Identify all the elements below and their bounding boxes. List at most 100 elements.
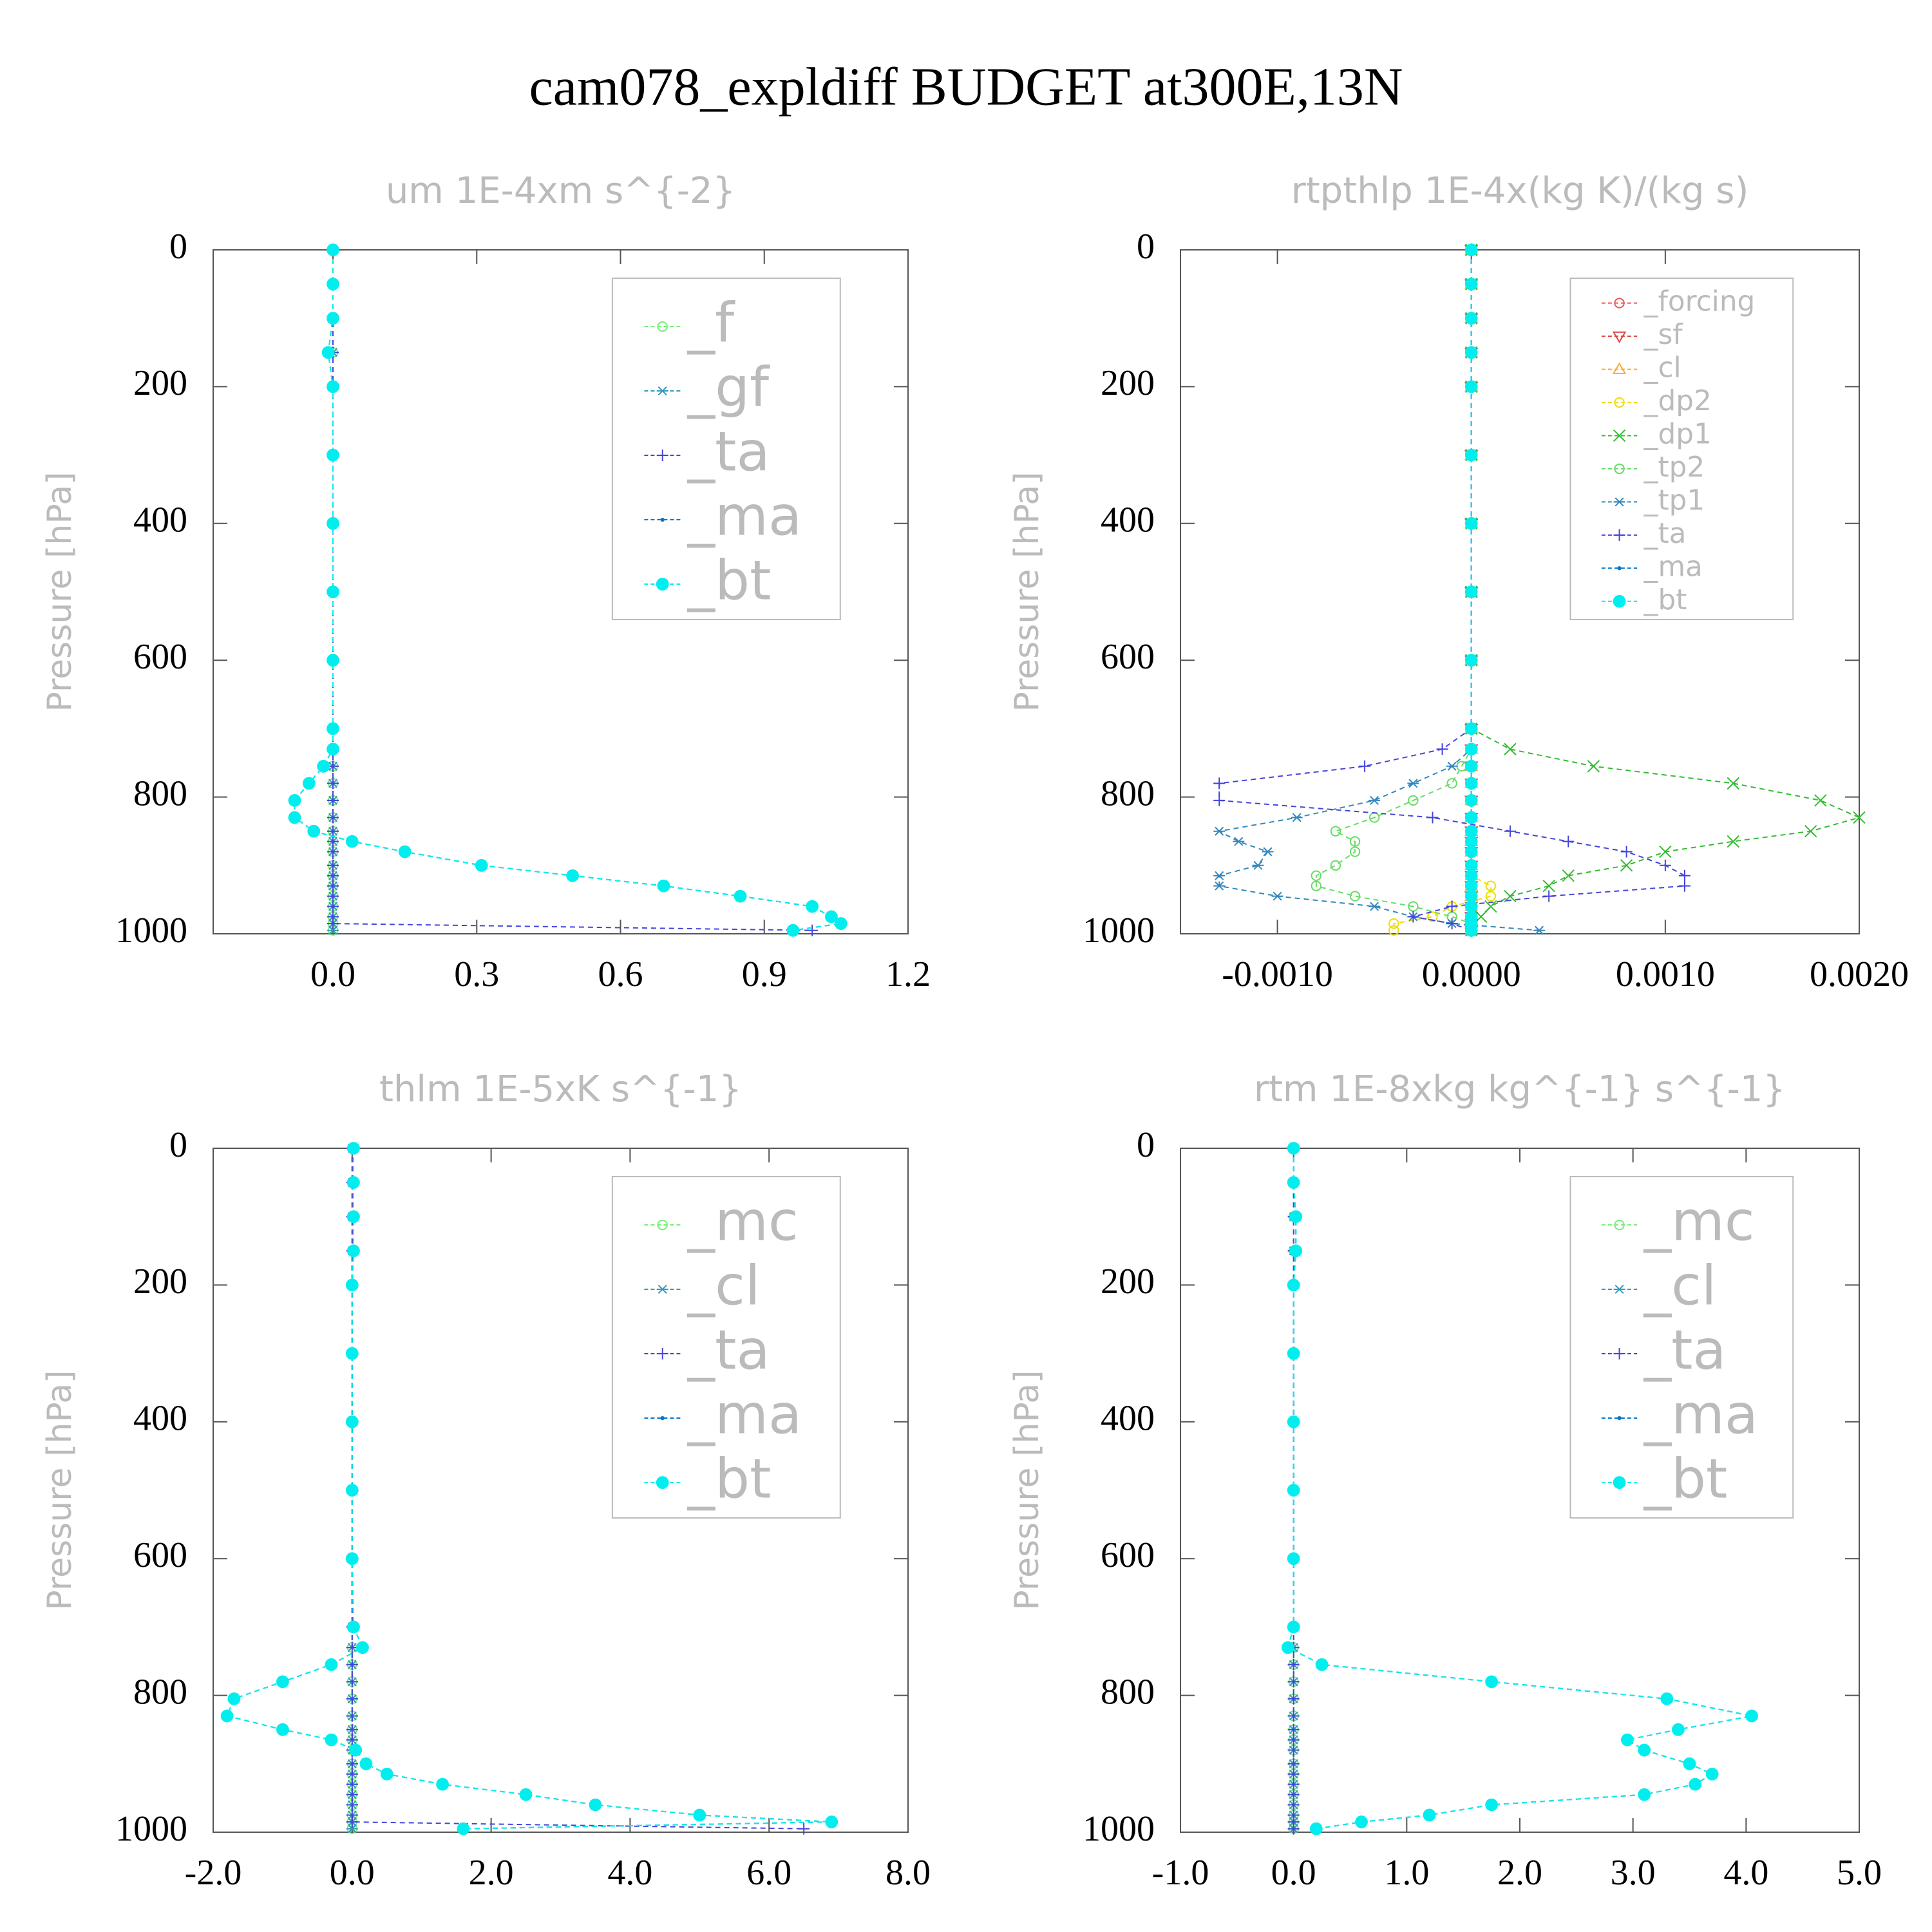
- y-tick-label: 200: [1101, 363, 1155, 403]
- legend-marker: [1613, 1285, 1625, 1294]
- marker: [1542, 879, 1555, 893]
- x-tick-label: 1.2: [886, 954, 931, 994]
- marker: [1814, 794, 1827, 807]
- legend-label: _f: [687, 291, 736, 355]
- marker: [1291, 813, 1303, 822]
- legend-marker: [1614, 463, 1625, 475]
- y-axis-label: Pressure [hPa]: [1008, 472, 1046, 712]
- marker: [1287, 1552, 1300, 1566]
- marker: [1359, 760, 1371, 772]
- y-tick-label: 400: [1101, 1399, 1155, 1439]
- marker: [1349, 836, 1361, 847]
- marker: [1620, 1733, 1634, 1747]
- legend-label: _ta: [687, 420, 770, 484]
- legend-label: _mc: [1643, 1189, 1755, 1253]
- marker: [1464, 777, 1478, 790]
- y-tick-label: 400: [133, 500, 187, 540]
- legend-marker: [656, 450, 668, 462]
- marker: [1464, 869, 1478, 882]
- marker: [347, 1210, 360, 1224]
- x-tick-label: 6.0: [746, 1853, 791, 1893]
- y-tick-label: 600: [133, 1535, 187, 1575]
- marker: [327, 654, 339, 667]
- marker: [1330, 826, 1341, 837]
- marker: [1504, 743, 1517, 755]
- marker: [346, 1788, 358, 1801]
- marker: [1213, 794, 1226, 806]
- marker: [327, 243, 339, 256]
- marker: [1464, 722, 1478, 735]
- marker: [346, 1757, 358, 1770]
- marker: [1287, 1710, 1300, 1722]
- marker: [806, 924, 819, 936]
- marker: [1287, 1278, 1300, 1292]
- x-tick-label: 5.0: [1837, 1853, 1882, 1893]
- legend-label: _ma: [1643, 550, 1703, 583]
- marker: [1446, 918, 1458, 930]
- marker: [1705, 1767, 1719, 1781]
- marker: [1281, 1641, 1294, 1654]
- y-axis-label: Pressure [hPa]: [41, 472, 79, 712]
- y-tick-label: 1000: [1083, 911, 1155, 951]
- legend-label: _cl: [1643, 1254, 1717, 1318]
- marker: [327, 448, 339, 462]
- marker: [734, 889, 747, 903]
- marker: [1620, 859, 1633, 872]
- legend-marker: [1617, 566, 1622, 571]
- legend-marker: [1617, 1416, 1622, 1421]
- legend-box: [1569, 278, 1794, 621]
- marker: [1315, 1658, 1329, 1671]
- marker: [1349, 846, 1361, 857]
- marker: [356, 1641, 369, 1654]
- marker: [1464, 585, 1478, 598]
- marker: [347, 1142, 360, 1155]
- y-axis-label: Pressure [hPa]: [41, 1370, 79, 1611]
- marker: [1804, 824, 1817, 838]
- y-tick-label: 600: [1101, 1535, 1155, 1575]
- marker: [806, 900, 819, 913]
- marker: [1464, 448, 1478, 462]
- marker: [1446, 778, 1457, 789]
- marker: [1678, 869, 1690, 882]
- marker: [1388, 918, 1399, 929]
- marker: [1311, 880, 1322, 891]
- marker: [1659, 859, 1671, 871]
- legend-marker: [1613, 429, 1626, 442]
- marker: [1464, 312, 1478, 325]
- marker: [327, 380, 339, 393]
- x-tick-label: 0.0020: [1810, 954, 1909, 994]
- marker: [825, 910, 838, 923]
- marker: [327, 918, 339, 930]
- x-tick-label: 0.6: [598, 954, 643, 994]
- marker: [345, 1278, 359, 1292]
- marker: [1213, 826, 1226, 836]
- marker: [1464, 900, 1478, 913]
- marker: [276, 1675, 289, 1689]
- marker: [346, 1692, 358, 1705]
- marker: [398, 845, 412, 858]
- marker: [825, 1815, 838, 1828]
- marker: [1464, 858, 1478, 872]
- marker: [1504, 889, 1517, 903]
- marker: [1287, 1788, 1300, 1801]
- x-tick-label: 0.0: [310, 954, 355, 994]
- marker: [1289, 1244, 1303, 1258]
- marker: [1213, 881, 1226, 891]
- legend-label: _bt: [687, 1447, 772, 1511]
- marker: [327, 846, 339, 858]
- legend-marker: [1613, 529, 1625, 541]
- legend-label: _cl: [687, 1254, 761, 1318]
- marker: [1289, 1210, 1303, 1224]
- legend-label: _cl: [1643, 352, 1681, 384]
- series-line: [226, 1148, 832, 1830]
- marker: [475, 858, 488, 872]
- marker: [1426, 811, 1439, 824]
- marker: [1368, 795, 1381, 805]
- marker: [657, 879, 670, 893]
- marker: [327, 722, 339, 735]
- marker: [346, 1734, 358, 1746]
- y-tick-label: 800: [133, 1672, 187, 1712]
- marker: [1464, 278, 1478, 290]
- marker: [1287, 1676, 1300, 1688]
- marker: [345, 1347, 359, 1360]
